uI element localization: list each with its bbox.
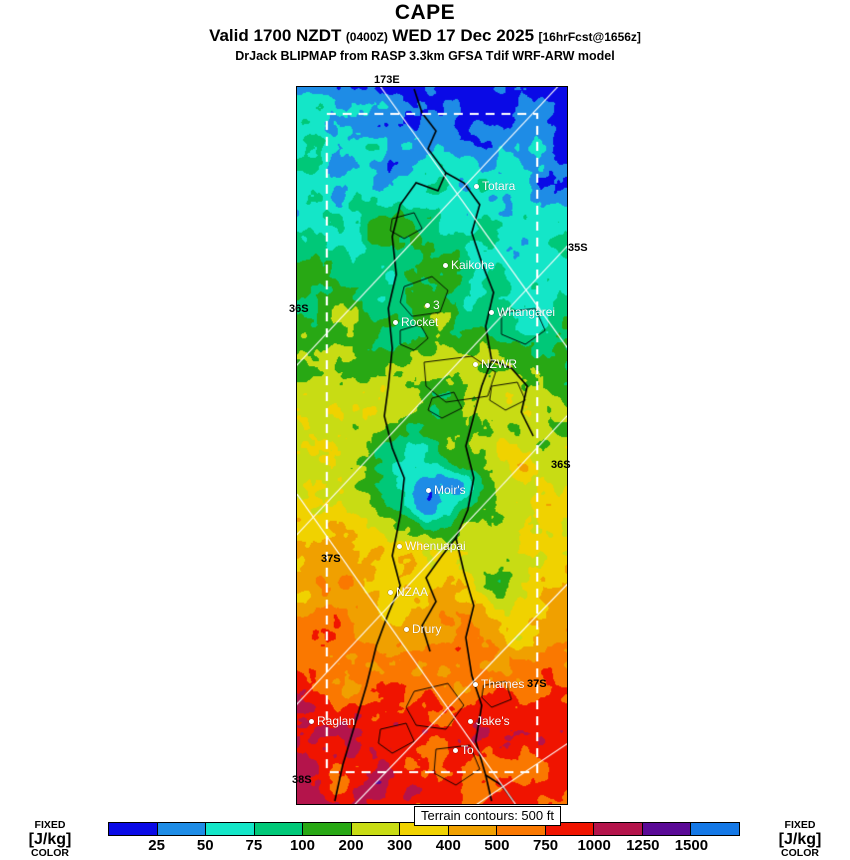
colorbar-tick-1250: 1250 bbox=[626, 837, 660, 854]
place-label: Totara bbox=[482, 179, 516, 193]
place-dot-icon bbox=[397, 544, 402, 549]
colorbar-right-color: COLOR bbox=[781, 847, 819, 859]
place-label: Whangarei bbox=[497, 305, 556, 319]
colorbar-segment-2 bbox=[206, 823, 255, 835]
place-dot-icon bbox=[393, 320, 398, 325]
place-label: 3 bbox=[433, 298, 440, 312]
colorbar-row: FIXED [J/kg] COLOR 25 50 75 100 200 300 400 500… bbox=[0, 820, 850, 860]
colorbar-tick-500: 500 bbox=[484, 837, 510, 854]
colorbar-left-color: COLOR bbox=[31, 847, 69, 859]
place-dot-icon bbox=[388, 590, 393, 595]
colorbar-tick-50: 50 bbox=[196, 837, 214, 854]
colorbar-strip[interactable] bbox=[108, 822, 740, 836]
colorbar-tick-750: 750 bbox=[533, 837, 559, 854]
place-dot-icon bbox=[468, 719, 473, 724]
valid-date: WED 17 Dec 2025 bbox=[392, 26, 535, 45]
colorbar-right-fixed: FIXED bbox=[784, 819, 816, 831]
place-label: Rocket bbox=[401, 315, 439, 329]
cape-raster bbox=[297, 87, 567, 804]
colorbar-right-label: FIXED [J/kg] COLOR bbox=[764, 820, 836, 859]
colorbar-right-unit: [J/kg] bbox=[778, 831, 822, 848]
place-label: To bbox=[461, 743, 474, 757]
place-dot-icon bbox=[474, 184, 479, 189]
colorbar-tick-labels: 25 50 75 100 200 300 400 500 750 1000 1250 1500 bbox=[108, 837, 740, 859]
valid-prefix: Valid 1700 NZDT bbox=[209, 26, 342, 45]
colorbar-segment-4 bbox=[303, 823, 352, 835]
title-block: CAPE Valid 1700 NZDT (0400Z) WED 17 Dec … bbox=[0, 0, 850, 65]
place-label: NZAA bbox=[396, 585, 429, 599]
colorbar-tick-100: 100 bbox=[289, 837, 315, 854]
place-label: Moir's bbox=[434, 483, 466, 497]
place-label: Thames bbox=[481, 677, 525, 691]
graticule-label-36S: 36S bbox=[289, 303, 309, 315]
place-dot-icon bbox=[309, 719, 314, 724]
colorbar-tick-75: 75 bbox=[245, 837, 263, 854]
place-label: Kaikohe bbox=[451, 258, 495, 272]
place-dot-icon bbox=[453, 748, 458, 753]
colorbar-tick-25: 25 bbox=[148, 837, 165, 854]
page-title: CAPE bbox=[394, 1, 456, 24]
valid-utc: (0400Z) bbox=[345, 30, 388, 44]
place-dot-icon bbox=[489, 310, 494, 315]
colorbar-left-fixed: FIXED bbox=[34, 819, 66, 831]
graticule-label-173E: 173E bbox=[374, 74, 400, 86]
colorbar-segment-1 bbox=[157, 823, 207, 835]
graticule-label-36S: 36S bbox=[551, 459, 571, 471]
place-dot-icon bbox=[426, 488, 431, 493]
cape-map[interactable] bbox=[296, 86, 568, 805]
colorbar-segment-0 bbox=[109, 823, 158, 835]
graticule-label-37S: 37S bbox=[321, 553, 341, 565]
colorbar-tick-400: 400 bbox=[435, 837, 461, 854]
place-label: Whenuapai bbox=[405, 539, 466, 553]
place-dot-icon bbox=[425, 303, 430, 308]
colorbar-tick-1500: 1500 bbox=[674, 837, 709, 854]
colorbar-segment-6 bbox=[400, 823, 449, 835]
colorbar-left-unit: [J/kg] bbox=[28, 831, 72, 848]
colorbar-segment-12 bbox=[691, 823, 739, 835]
colorbar-segment-7 bbox=[448, 823, 498, 835]
model-description: DrJack BLIPMAP from RASP 3.3km GFSA Tdif… bbox=[235, 49, 615, 63]
colorbar-segment-5 bbox=[351, 823, 401, 835]
colorbar-segment-10 bbox=[594, 823, 643, 835]
graticule-label-37S: 37S bbox=[527, 678, 547, 690]
place-label: NZWR bbox=[481, 357, 517, 371]
forecast-tag: [16hrFcst@1656z] bbox=[538, 30, 641, 44]
terrain-contour-note: Terrain contours: 500 ft bbox=[414, 806, 561, 826]
colorbar-left-label: FIXED [J/kg] COLOR bbox=[14, 820, 86, 859]
valid-time-line: Valid 1700 NZDT (0400Z) WED 17 Dec 2025 … bbox=[0, 25, 850, 48]
colorbar-segment-11 bbox=[642, 823, 692, 835]
place-dot-icon bbox=[473, 682, 478, 687]
colorbar-tick-200: 200 bbox=[338, 837, 364, 854]
colorbar-segment-9 bbox=[545, 823, 595, 835]
place-dot-icon bbox=[404, 627, 409, 632]
colorbar-segment-8 bbox=[497, 823, 546, 835]
place-dot-icon bbox=[443, 263, 448, 268]
colorbar-segment-3 bbox=[254, 823, 304, 835]
place-label: Jake's bbox=[476, 714, 510, 728]
graticule-label-35S: 35S bbox=[568, 242, 588, 254]
place-dot-icon bbox=[473, 362, 478, 367]
graticule-label-38S: 38S bbox=[292, 774, 312, 786]
place-label: Drury bbox=[412, 622, 442, 636]
place-label: Raglan bbox=[317, 714, 356, 728]
colorbar-tick-300: 300 bbox=[387, 837, 413, 854]
colorbar-tick-1000: 1000 bbox=[577, 837, 611, 854]
